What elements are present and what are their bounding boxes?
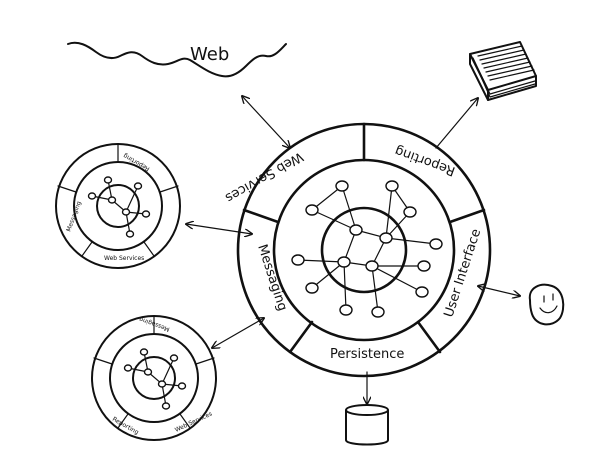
segment-reporting: Reporting	[393, 143, 458, 179]
main-node-network	[291, 180, 443, 318]
left-bottom-component: Reporting Web Services Messaging	[91, 315, 217, 441]
segment-persistence: Persistence	[330, 347, 404, 362]
ltc-label-web-services: Web Services	[104, 255, 144, 262]
segment-messaging: Messaging	[254, 243, 290, 313]
smiley-icon	[528, 283, 565, 326]
main-component: Web Services Reporting User Interface Pe…	[222, 122, 492, 378]
lbc-node-network	[123, 348, 187, 410]
left-top-component: Web Services Reporting Messaging	[55, 143, 181, 269]
web-label: Web	[190, 44, 229, 65]
web-cloud: Web	[67, 41, 287, 78]
database-icon	[345, 404, 389, 446]
document-stack-icon	[469, 41, 537, 101]
cloud-icon	[67, 41, 287, 78]
ltc-node-network	[87, 176, 151, 238]
